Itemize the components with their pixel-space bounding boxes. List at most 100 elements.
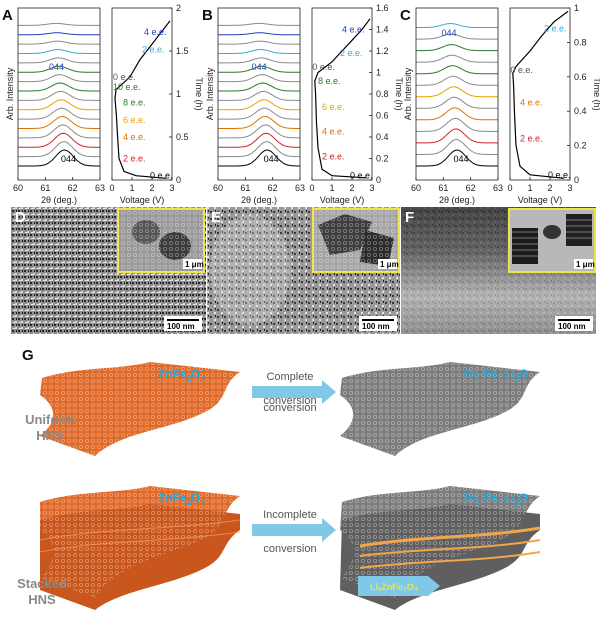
tv-ee-label: 2 e.e. xyxy=(142,44,165,54)
tv-curve xyxy=(512,10,569,179)
tv-ee-label: 2 e.e. xyxy=(322,151,345,161)
xrd-trace xyxy=(416,65,498,75)
uniform-label-1: Uniform xyxy=(25,412,75,427)
xrd-trace xyxy=(218,115,300,129)
xrd-trace xyxy=(218,65,300,73)
tv-ylabel: Time (h) xyxy=(394,77,404,110)
xrd-trace xyxy=(18,65,100,73)
xrd-plot-frame xyxy=(217,7,301,181)
incomplete-conversion-arrow: Incomplete xyxy=(252,509,336,542)
xrd-trace xyxy=(416,54,498,63)
tv-ee-label: 10 e.e. xyxy=(113,82,141,92)
xrd-trace xyxy=(416,22,498,28)
panel-letter-b: B xyxy=(202,7,213,24)
panel-letter-g: G xyxy=(22,347,34,364)
tv-ytick-label: 0.4 xyxy=(574,106,587,116)
xrd-ylabel: Arb. Intensity xyxy=(205,67,215,120)
xrd-xlabel: 2θ (deg.) xyxy=(41,195,77,205)
tv-xtick-label: 1 xyxy=(329,183,334,193)
xrd-xtick-label: 63 xyxy=(493,183,503,193)
xrd-peak-label-top: 044 xyxy=(441,28,456,38)
tv-ee-label: 8 e.e. xyxy=(123,98,146,108)
xrd-xtick-label: 61 xyxy=(240,183,250,193)
xrd-trace xyxy=(18,22,100,26)
inset-e-scale: 1 μm xyxy=(380,260,399,269)
tv-xtick-label: 2 xyxy=(349,183,354,193)
tv-ee-label: 4 e.e. xyxy=(144,27,167,37)
xrd-xtick-label: 61 xyxy=(40,183,50,193)
panel-letter-d: D xyxy=(15,209,26,226)
xrd-trace xyxy=(218,57,300,64)
xrd-peak-label-top: 044 xyxy=(252,62,267,72)
xrd-xlabel: 2θ (deg.) xyxy=(439,195,475,205)
tv-xtick-label: 3 xyxy=(369,183,374,193)
xrd-trace xyxy=(18,149,100,167)
inset-e-scalebox xyxy=(378,259,397,269)
inset-f-scalebox xyxy=(574,259,593,269)
tv-ytick-label: 2 xyxy=(176,3,181,13)
xrd-trace xyxy=(218,107,300,120)
lizfo-callout: LiₓZnFe₂O₄ xyxy=(358,576,440,596)
tv-ytick-label: 0.5 xyxy=(176,132,189,142)
xrd-trace xyxy=(18,115,100,129)
xrd-trace xyxy=(18,74,100,83)
tv-ytick-label: 0 xyxy=(574,175,579,185)
complete-line2-visible: conversion xyxy=(263,402,316,414)
xrd-xtick-label: 63 xyxy=(295,183,305,193)
xrd-trace xyxy=(416,75,498,86)
tv-ee-label: 8 e.e. xyxy=(318,76,341,86)
tv-ylabel: Time (h) xyxy=(592,77,600,110)
tv-ytick-label: 0.2 xyxy=(376,154,389,164)
tv-xtick-label: 1 xyxy=(527,183,532,193)
xrd-trace xyxy=(18,124,100,139)
xrd-trace xyxy=(218,22,300,26)
tv-ytick-label: 1.5 xyxy=(176,46,189,56)
xrd-trace xyxy=(18,90,100,101)
tv-xtick-label: 1 xyxy=(129,183,134,193)
xrd-plot-frame xyxy=(17,7,101,181)
uniform-zfo-label: ZnFe2O4 xyxy=(158,367,205,383)
tv-xtick-label: 2 xyxy=(547,183,552,193)
xrd-trace xyxy=(218,99,300,111)
tv-ee-label: 2 e.e. xyxy=(340,48,363,58)
tv-ytick-label: 1.2 xyxy=(376,46,389,56)
panel-a: A 60 61 62 63 2θ (deg.) Arb. Intensity 044 044 0… xyxy=(2,3,204,205)
lizfo-label: LiₓZnFe₂O₄ xyxy=(370,582,418,592)
lizfo-callout-shape xyxy=(358,576,440,596)
inset-f-scale: 1 μm xyxy=(576,260,595,269)
tv-ee-label: 2 e.e. xyxy=(544,24,567,34)
xrd-xtick-label: 60 xyxy=(213,183,223,193)
xrd-trace xyxy=(18,32,100,36)
xrd-trace xyxy=(416,149,498,167)
lizfo-layer xyxy=(359,539,541,557)
xrd-xtick-label: 62 xyxy=(268,183,278,193)
xrd-trace xyxy=(218,40,300,45)
xrd-ylabel: Arb. Intensity xyxy=(403,67,413,120)
xrd-plot-frame xyxy=(415,7,499,181)
stacked-hns-sheet xyxy=(39,486,241,610)
scale-e-text: 100 nm xyxy=(362,322,390,331)
xrd-xtick-label: 61 xyxy=(438,183,448,193)
xrd-trace xyxy=(218,90,300,101)
panel-letter-e: E xyxy=(211,209,221,226)
tv-plot-frame xyxy=(509,7,571,181)
xrd-trace xyxy=(416,96,498,109)
uniform-converted-sheet xyxy=(340,362,540,456)
uniform-product-label: Zn, Fe, Li2O xyxy=(462,367,528,383)
tv-ee-label: 4 e.e. xyxy=(123,132,146,142)
tem-panel-f: F 1 μm 100 nm xyxy=(401,207,596,334)
xrd-xtick-label: 63 xyxy=(95,183,105,193)
xrd-xtick-label: 62 xyxy=(466,183,476,193)
tv-ytick-label: 1.4 xyxy=(376,25,389,35)
tv-ee-label: 4 e.e. xyxy=(520,98,543,108)
tem-panel-d: D 1 μm 100 nm xyxy=(11,207,206,334)
tv-ytick-label: 0.8 xyxy=(376,89,389,99)
xrd-trace xyxy=(416,44,498,52)
tv-ylabel: Time (h) xyxy=(194,77,204,110)
uniform-hns-sheet xyxy=(40,362,240,456)
complete-line2: conversion xyxy=(263,395,316,407)
tv-ee-label: 0 e.e. xyxy=(312,62,335,72)
xrd-trace xyxy=(218,82,300,92)
inset-d-scalebox xyxy=(183,259,202,269)
